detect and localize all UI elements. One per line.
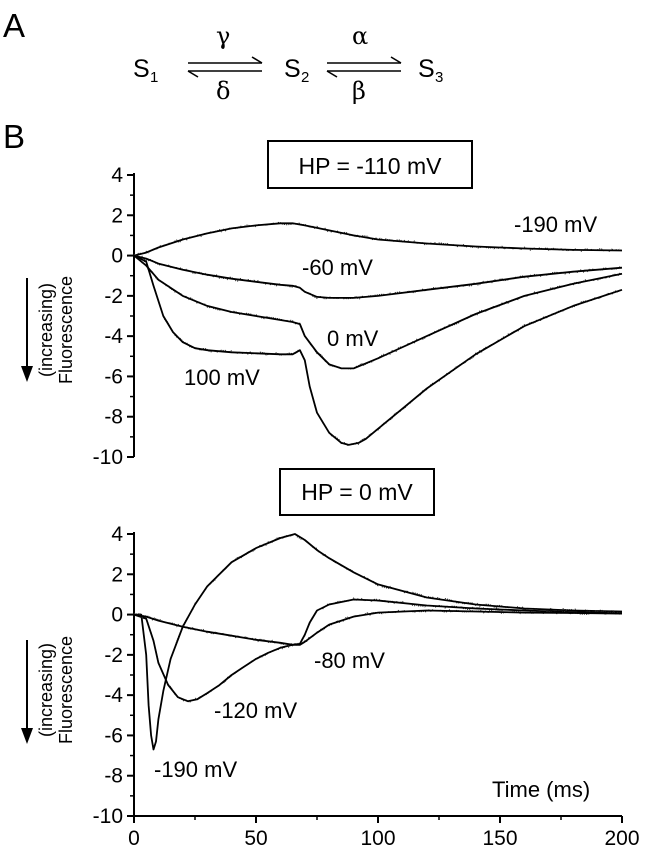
y-tick-label-bottom: -2 (104, 644, 123, 667)
title-top: HP = -110 mV (299, 153, 443, 179)
x-tick-label-bottom: 100 (360, 827, 395, 850)
curve-label-bottom-minus-80: -80 mV (314, 648, 385, 673)
axes-top: 4 2 0 -2 -4 -6 -8 -10 (93, 164, 135, 469)
y-label-bottom-line1: (increasing) (36, 643, 56, 737)
y-tick-label-bottom: -10 (93, 805, 123, 828)
y-tick-label-top: -10 (93, 446, 123, 469)
rate-alpha: α (352, 22, 368, 50)
y-axis-label-top: (increasing) Fluorescence (21, 276, 76, 384)
y-label-top-line2: Fluorescence (56, 276, 76, 384)
y-tick-label-top: -8 (104, 406, 123, 429)
series-fit-top-2 (133, 254, 623, 370)
y-tick-label-top: 4 (111, 164, 123, 187)
state-s3: S 3 (418, 55, 443, 86)
rate-gamma: γ (216, 22, 230, 50)
title-box-bottom (279, 468, 435, 516)
panel-a: A S 1 S 2 S 3 γ δ α β (3, 7, 443, 105)
y-tick-label-top: 0 (111, 245, 123, 268)
equilibrium-arrows-2 (326, 56, 402, 78)
equilibrium-arrows-1 (187, 56, 263, 78)
forward-arrow-head-1 (251, 56, 263, 64)
x-tick-label-bottom: 0 (128, 827, 140, 850)
y-tick-label-bottom: 4 (111, 523, 123, 546)
rate-beta: β (352, 77, 366, 105)
y-tick-label-top: -4 (104, 325, 123, 348)
x-tick-label-bottom: 50 (244, 827, 267, 850)
y-label-top-line1: (increasing) (36, 283, 56, 377)
y-tick-label-top: -2 (104, 285, 123, 308)
series-fit-bottom-1 (133, 598, 623, 703)
state-s1-base: S (133, 55, 150, 83)
plot-hp-0: HP = 0 mV 420-2-4-6-8-100 50 100 150 200 (in… (21, 468, 640, 850)
title-bottom: HP = 0 mV (301, 479, 413, 505)
y-tick-label-bottom: -8 (104, 765, 123, 788)
curve-label-top-minus-60: -60 mV (302, 255, 373, 280)
series-fit-top-1 (133, 254, 623, 299)
state-s1: S 1 (133, 55, 158, 86)
x-axis-label: Time (ms) (492, 777, 590, 802)
down-arrow-icon-bottom (21, 728, 33, 744)
y-tick-label-top: -6 (104, 365, 123, 388)
state-s1-sub: 1 (150, 69, 158, 86)
down-arrow-icon-top (21, 366, 33, 382)
rate-delta: δ (216, 77, 230, 105)
state-s2-sub: 2 (301, 69, 309, 86)
series-bottom (133, 533, 623, 751)
title-box-top (267, 140, 473, 189)
y-tick-label-bottom: -6 (104, 724, 123, 747)
axes-bottom: 420-2-4-6-8-100 50 100 150 200 (93, 523, 640, 850)
curve-label-top-minus-190: -190 mV (514, 212, 597, 237)
backward-arrow-head-1 (187, 70, 199, 78)
x-tick-label-bottom: 200 (604, 827, 639, 850)
state-s3-sub: 3 (435, 69, 443, 86)
y-tick-label-bottom: -4 (104, 684, 123, 707)
state-s3-base: S (418, 55, 435, 83)
y-axis-label-bottom: (increasing) Fluorescence (21, 636, 76, 744)
series-fit-bottom-0 (134, 533, 623, 751)
series-fit-top-0 (133, 222, 623, 257)
series-data-top-0 (133, 221, 621, 256)
curve-label-top-0: 0 mV (327, 326, 379, 351)
y-tick-label-bottom: 0 (111, 604, 123, 627)
plot-hp-minus-110: HP = -110 mV 4 2 0 -2 -4 -6 -8 -10 (increasing)… (21, 140, 623, 469)
panel-a-label: A (3, 7, 25, 44)
forward-arrow-head-2 (390, 56, 402, 64)
curve-label-bottom-minus-190: -190 mV (154, 757, 237, 782)
series-data-top-1 (133, 255, 621, 300)
y-tick-label-bottom: 2 (111, 563, 123, 586)
x-tick-label-bottom: 150 (482, 827, 517, 850)
series-fit-bottom-2 (133, 609, 623, 646)
panel-b-label: B (3, 118, 25, 155)
series-top (133, 221, 623, 446)
series-fit-top-3 (133, 254, 623, 446)
state-s2-base: S (284, 55, 301, 83)
series-data-bottom-0 (133, 533, 621, 750)
series-data-bottom-2 (133, 608, 621, 647)
series-data-top-2 (133, 253, 621, 370)
state-s2: S 2 (284, 55, 309, 86)
curve-label-top-100: 100 mV (184, 365, 260, 390)
y-tick-label-top: 2 (111, 204, 123, 227)
curve-label-bottom-minus-120: -120 mV (214, 698, 297, 723)
y-label-bottom-line2: Fluorescence (56, 636, 76, 744)
backward-arrow-head-2 (326, 70, 338, 78)
